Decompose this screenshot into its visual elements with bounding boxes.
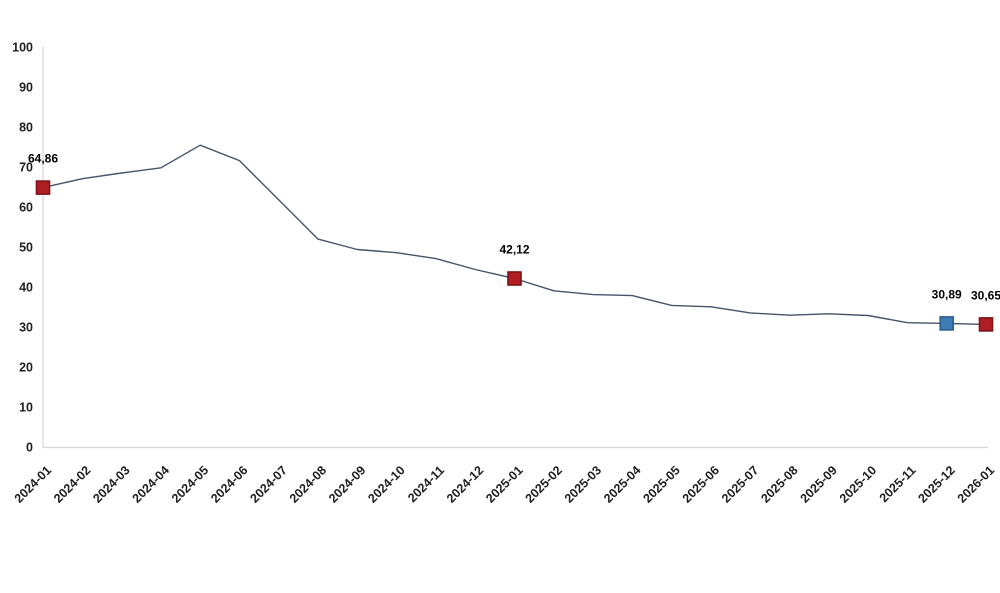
data-point-marker-red <box>507 271 522 286</box>
y-tick-label: 100 <box>12 41 33 55</box>
data-point-label: 30,89 <box>932 287 962 301</box>
data-point-label: 30,65 <box>971 288 1000 302</box>
y-tick-label: 80 <box>19 121 33 135</box>
data-point-label: 64,86 <box>28 152 58 166</box>
data-point-marker-blue <box>939 316 955 331</box>
y-tick-label: 90 <box>19 81 33 95</box>
y-tick-label: 40 <box>19 281 33 295</box>
y-tick-label: 30 <box>19 321 33 335</box>
y-tick-label: 20 <box>19 361 33 375</box>
data-point-marker-red <box>35 180 51 195</box>
y-tick-label: 0 <box>26 441 33 455</box>
data-point-label: 42,12 <box>499 243 529 257</box>
data-point-marker-red <box>978 317 994 332</box>
y-tick-label: 10 <box>19 401 33 415</box>
y-tick-label: 60 <box>19 201 33 215</box>
y-tick-label: 70 <box>19 161 33 175</box>
y-tick-label: 50 <box>19 241 33 255</box>
